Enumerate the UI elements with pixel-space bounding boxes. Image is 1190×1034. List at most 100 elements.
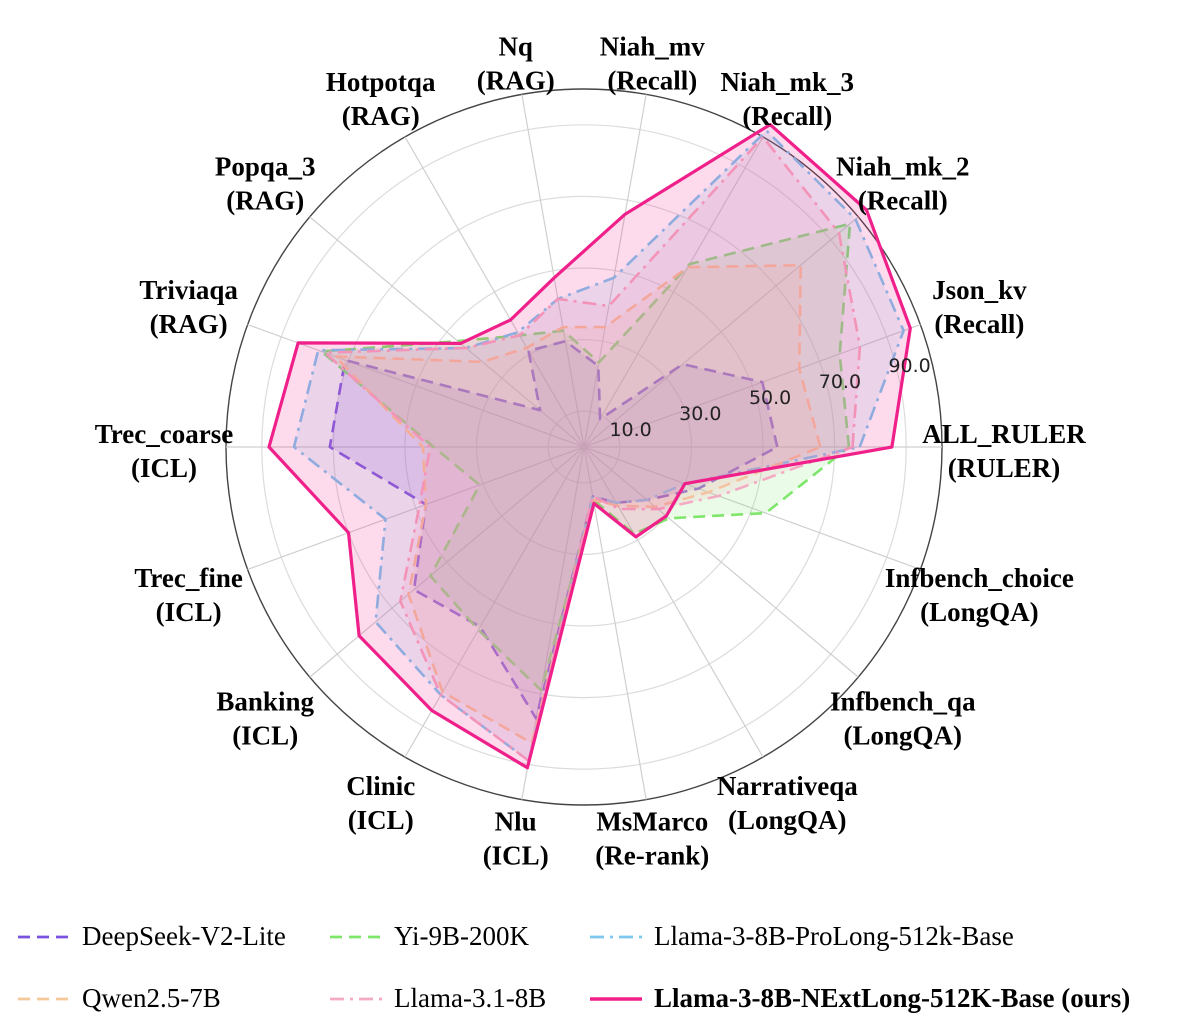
axis-label-group: (LongQA)	[728, 805, 847, 835]
radar-grid	[225, 88, 943, 806]
axis-label-name: Infbench_choice	[885, 563, 1074, 593]
axis-label-group: (LongQA)	[920, 597, 1039, 627]
axis-label-group: (ICL)	[232, 721, 298, 751]
axis-label-group: (ICL)	[348, 805, 414, 835]
series-3	[333, 263, 822, 745]
series-area-5	[269, 124, 911, 768]
r-tick-label-3: 70.0	[819, 371, 861, 393]
axis-label-name: MsMarco	[596, 807, 708, 837]
series-5	[267, 122, 912, 770]
axis-label-group: (Re-rank)	[595, 841, 709, 871]
legend-item-1: Yi-9B-200K	[330, 921, 530, 951]
axis-label-name: ALL_RULER	[922, 419, 1086, 449]
spoke-4	[583, 94, 647, 448]
legend-item-3: Qwen2.5-7B	[18, 983, 221, 1013]
series-0	[328, 339, 779, 720]
axis-label-group: (RAG)	[342, 101, 420, 131]
spoke-6	[404, 136, 585, 448]
axis-label-group: (RAG)	[226, 186, 304, 216]
axis-label-json-kv: Json_kv (Recall)	[932, 275, 1027, 339]
axis-label-name: Json_kv	[932, 275, 1027, 305]
axis-label-name: Nlu	[495, 807, 537, 837]
axis-labels: ALL_RULER (RULER)Json_kv (Recall)Niah_mk_2…	[95, 32, 1086, 871]
axis-label-trec-coarse: Trec_coarse (ICL)	[95, 419, 233, 483]
axis-label-infbench-choice: Infbench_choice (LongQA)	[885, 563, 1074, 627]
spoke-8	[247, 323, 585, 448]
spoke-3	[583, 136, 764, 448]
axis-label-name: Popqa_3	[215, 152, 316, 182]
axis-label-group: (Recall)	[934, 309, 1024, 339]
series-area-3	[335, 265, 821, 744]
axis-label-name: Banking	[216, 687, 314, 717]
axis-label-trec-fine: Trec_fine (ICL)	[134, 563, 242, 627]
series-line-2	[292, 129, 905, 763]
axis-label-group: (ICL)	[483, 841, 549, 871]
series-4	[323, 135, 862, 763]
series-area-1	[321, 223, 851, 691]
axis-label-triviaqa: Triviaqa (RAG)	[139, 275, 238, 339]
axis-label-niah-mk-3: Niah_mk_3 (Recall)	[721, 67, 855, 131]
axis-label-name: Trec_fine	[134, 563, 242, 593]
spoke-10	[247, 446, 585, 571]
legend-label: Llama-3-8B-ProLong-512k-Base	[654, 921, 1014, 951]
series-line-1	[320, 222, 852, 692]
series-area-2	[294, 130, 904, 761]
axis-label-group: (RAG)	[150, 309, 228, 339]
axis-label-infbench-qa: Infbench_qa (LongQA)	[830, 687, 976, 751]
series-line-0	[328, 339, 779, 720]
spoke-2	[583, 216, 859, 448]
legend-item-4: Llama-3.1-8B	[330, 983, 546, 1013]
axis-label-name: Niah_mv	[600, 32, 706, 62]
legend-item-2: Llama-3-8B-ProLong-512k-Base	[590, 921, 1014, 951]
spoke-16	[583, 446, 859, 678]
axis-label-name: Triviaqa	[139, 275, 238, 305]
spoke-5	[521, 94, 585, 448]
axis-label-all-ruler: ALL_RULER (RULER)	[922, 419, 1086, 483]
axis-label-clinic: Clinic (ICL)	[346, 771, 415, 835]
r-tick-label-0: 10.0	[609, 419, 651, 441]
spoke-17	[583, 446, 921, 571]
spoke-1	[583, 323, 921, 448]
axis-label-group: (ICL)	[156, 597, 222, 627]
r-tick-label-2: 50.0	[749, 387, 791, 409]
radar-series-layer	[267, 122, 912, 770]
axis-label-name: Infbench_qa	[830, 687, 976, 717]
axis-label-banking: Banking (ICL)	[216, 687, 314, 751]
spoke-11	[309, 446, 585, 678]
axis-label-hotpotqa: Hotpotqa (RAG)	[326, 67, 436, 131]
spoke-12	[404, 446, 585, 758]
series-1	[320, 222, 852, 692]
legend-item-0: DeepSeek-V2-Lite	[18, 921, 286, 951]
axis-label-group: (RAG)	[477, 66, 555, 96]
axis-label-niah-mv: Niah_mv (Recall)	[600, 32, 706, 96]
radial-tick-labels: 10.0 30.0 50.0 70.0 90.0	[609, 355, 930, 441]
axis-label-name: Niah_mk_2	[836, 152, 970, 182]
axis-label-popqa-3: Popqa_3 (RAG)	[215, 152, 316, 216]
axis-label-group: (LongQA)	[844, 721, 963, 751]
axis-label-name: Clinic	[346, 771, 415, 801]
axis-label-name: Niah_mk_3	[721, 67, 855, 97]
legend-label: Yi-9B-200K	[394, 921, 530, 951]
legend-label: Llama-3.1-8B	[394, 983, 546, 1013]
legend-label: DeepSeek-V2-Lite	[82, 921, 286, 951]
axis-label-msmarco: MsMarco (Re-rank)	[595, 807, 709, 871]
axis-label-name: Nq	[498, 32, 533, 62]
axis-label-name: Trec_coarse	[95, 419, 233, 449]
spoke-15	[583, 446, 764, 758]
axis-label-group: (Recall)	[742, 101, 832, 131]
axis-label-narrativeqa: Narrativeqa (LongQA)	[717, 771, 858, 835]
series-2	[292, 129, 905, 763]
axis-label-niah-mk-2: Niah_mk_2 (Recall)	[836, 152, 970, 216]
series-area-4	[325, 137, 860, 761]
series-line-5	[267, 122, 912, 770]
legend-label: Llama-3-8B-NExtLong-512K-Base (ours)	[654, 983, 1130, 1013]
series-area-0	[329, 341, 778, 719]
r-tick-label-4: 90.0	[888, 355, 930, 377]
legend-item-5: Llama-3-8B-NExtLong-512K-Base (ours)	[590, 983, 1130, 1013]
axis-label-name: Hotpotqa	[326, 67, 436, 97]
series-line-3	[333, 263, 822, 745]
axis-label-group: (ICL)	[131, 453, 197, 483]
axis-label-group: (RULER)	[948, 453, 1061, 483]
axis-label-nlu: Nlu (ICL)	[483, 807, 549, 871]
